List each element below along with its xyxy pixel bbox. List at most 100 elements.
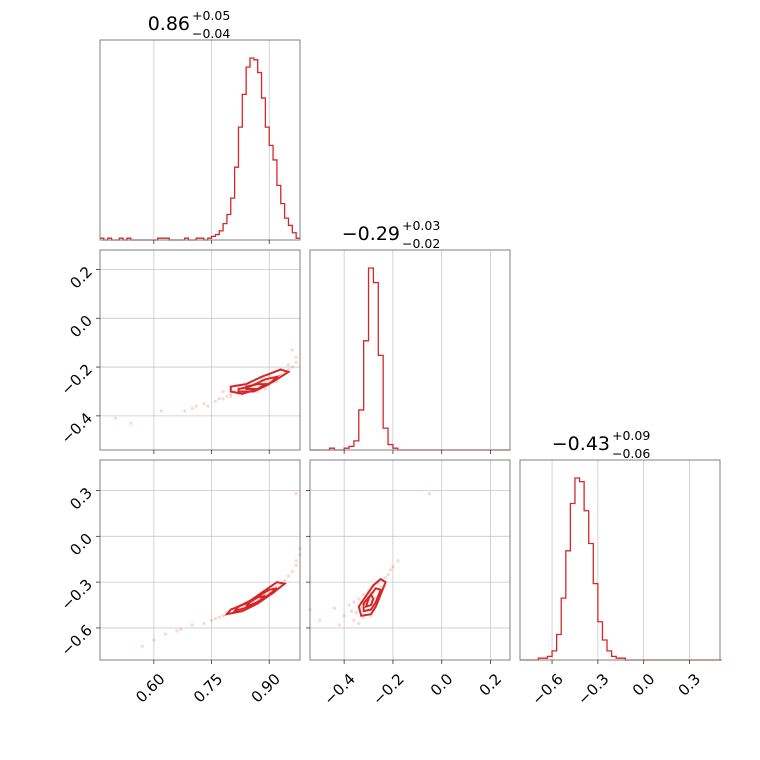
- sample-point: [290, 365, 294, 369]
- sample-point: [396, 559, 400, 563]
- y-tick-label: 0.0: [66, 312, 96, 342]
- panel-frame: [309, 459, 511, 661]
- param-title-err-plus: +0.05: [192, 8, 230, 23]
- y-tick-label: 0.0: [66, 530, 96, 560]
- y-tick-label: 0.3: [66, 484, 96, 514]
- sample-point: [294, 563, 298, 567]
- histogram-0: [100, 57, 300, 241]
- sample-point: [206, 404, 210, 408]
- sample-point: [391, 565, 395, 569]
- sample-point: [202, 621, 206, 625]
- sample-point: [229, 394, 233, 398]
- sample-point: [113, 416, 117, 420]
- sample-point: [217, 615, 221, 619]
- sample-point: [229, 392, 233, 396]
- sample-point: [286, 363, 291, 367]
- sample-point: [290, 569, 294, 574]
- sample-point: [152, 638, 156, 642]
- sample-point: [384, 575, 388, 580]
- sample-point: [213, 617, 217, 621]
- param-title-err-minus: −0.06: [612, 446, 650, 461]
- sample-point: [263, 380, 267, 384]
- sample-point: [352, 618, 356, 622]
- histogram-1: [310, 267, 510, 451]
- x-tick-label: −0.4: [320, 670, 358, 708]
- sample-point: [179, 627, 183, 632]
- sample-point: [294, 360, 298, 364]
- sample-point: [159, 409, 164, 413]
- sample-point: [286, 574, 291, 578]
- sample-point: [347, 603, 351, 607]
- x-tick-label: 0.90: [248, 670, 284, 706]
- sample-point: [332, 606, 336, 610]
- sample-point: [221, 389, 225, 394]
- sample-point: [163, 632, 167, 636]
- sample-point: [362, 592, 366, 596]
- sample-point: [286, 367, 291, 372]
- sample-point: [283, 579, 287, 583]
- x-tick-label: −0.3: [574, 670, 612, 708]
- sample-point: [342, 614, 346, 618]
- panel-frame: [99, 459, 301, 661]
- param-title-err-plus: +0.09: [612, 428, 650, 443]
- y-tick-label: −0.3: [58, 575, 96, 613]
- sample-point: [294, 355, 298, 359]
- x-tick-label: 0.60: [132, 670, 168, 706]
- x-tick-label: 0.2: [476, 670, 506, 700]
- sample-point: [194, 404, 198, 408]
- x-tick-label: −0.6: [528, 670, 566, 708]
- sample-point: [388, 568, 393, 572]
- sample-point: [357, 597, 361, 601]
- panel-frame: [99, 249, 301, 451]
- sample-point: [202, 402, 206, 406]
- sample-point: [386, 572, 390, 577]
- sample-point: [357, 621, 361, 625]
- sample-point: [318, 618, 322, 622]
- y-tick-label: −0.4: [58, 409, 96, 447]
- sample-point: [354, 611, 358, 615]
- param-title-err-minus: −0.02: [402, 236, 440, 251]
- y-tick-label: −0.2: [58, 360, 96, 398]
- sample-point: [349, 609, 354, 613]
- contour-level-1: [357, 577, 387, 617]
- x-tick-label: −0.2: [369, 670, 407, 708]
- sample-point: [209, 618, 214, 622]
- contour-level-2: [362, 587, 383, 613]
- x-tick-label: 0.0: [629, 670, 659, 700]
- param-title-median: −0.43: [552, 433, 610, 455]
- sample-point: [183, 409, 187, 413]
- sample-point: [290, 348, 294, 352]
- param-title-median: 0.86: [148, 13, 190, 35]
- x-tick-label: 0.0: [427, 670, 457, 700]
- panel-frame: [519, 459, 721, 661]
- sample-point: [140, 644, 144, 648]
- contour-level-3: [364, 592, 375, 609]
- panel-frame: [99, 39, 301, 241]
- sample-point: [129, 421, 133, 425]
- contour-level-2: [237, 375, 281, 393]
- sample-point: [213, 399, 217, 403]
- panel-frame: [309, 249, 511, 451]
- param-title-err-minus: −0.04: [192, 26, 230, 41]
- histogram-2: [520, 477, 722, 661]
- param-title-median: −0.29: [342, 223, 400, 245]
- param-title-err-plus: +0.03: [402, 218, 440, 233]
- sample-point: [221, 397, 225, 401]
- sample-point: [217, 397, 221, 401]
- sample-point: [225, 394, 229, 398]
- x-tick-label: 0.75: [190, 670, 226, 706]
- sample-point: [379, 585, 383, 589]
- sample-point: [263, 387, 267, 391]
- sample-point: [427, 491, 432, 496]
- sample-point: [175, 629, 179, 633]
- sample-point: [221, 614, 225, 618]
- sample-point: [294, 559, 298, 563]
- y-tick-label: −0.6: [58, 621, 96, 659]
- x-tick-label: 0.3: [675, 670, 705, 700]
- sample-point: [352, 600, 356, 604]
- sample-point: [190, 406, 194, 411]
- sample-point: [337, 623, 341, 627]
- contour-level-3: [245, 594, 267, 608]
- contour-level-3: [245, 383, 269, 391]
